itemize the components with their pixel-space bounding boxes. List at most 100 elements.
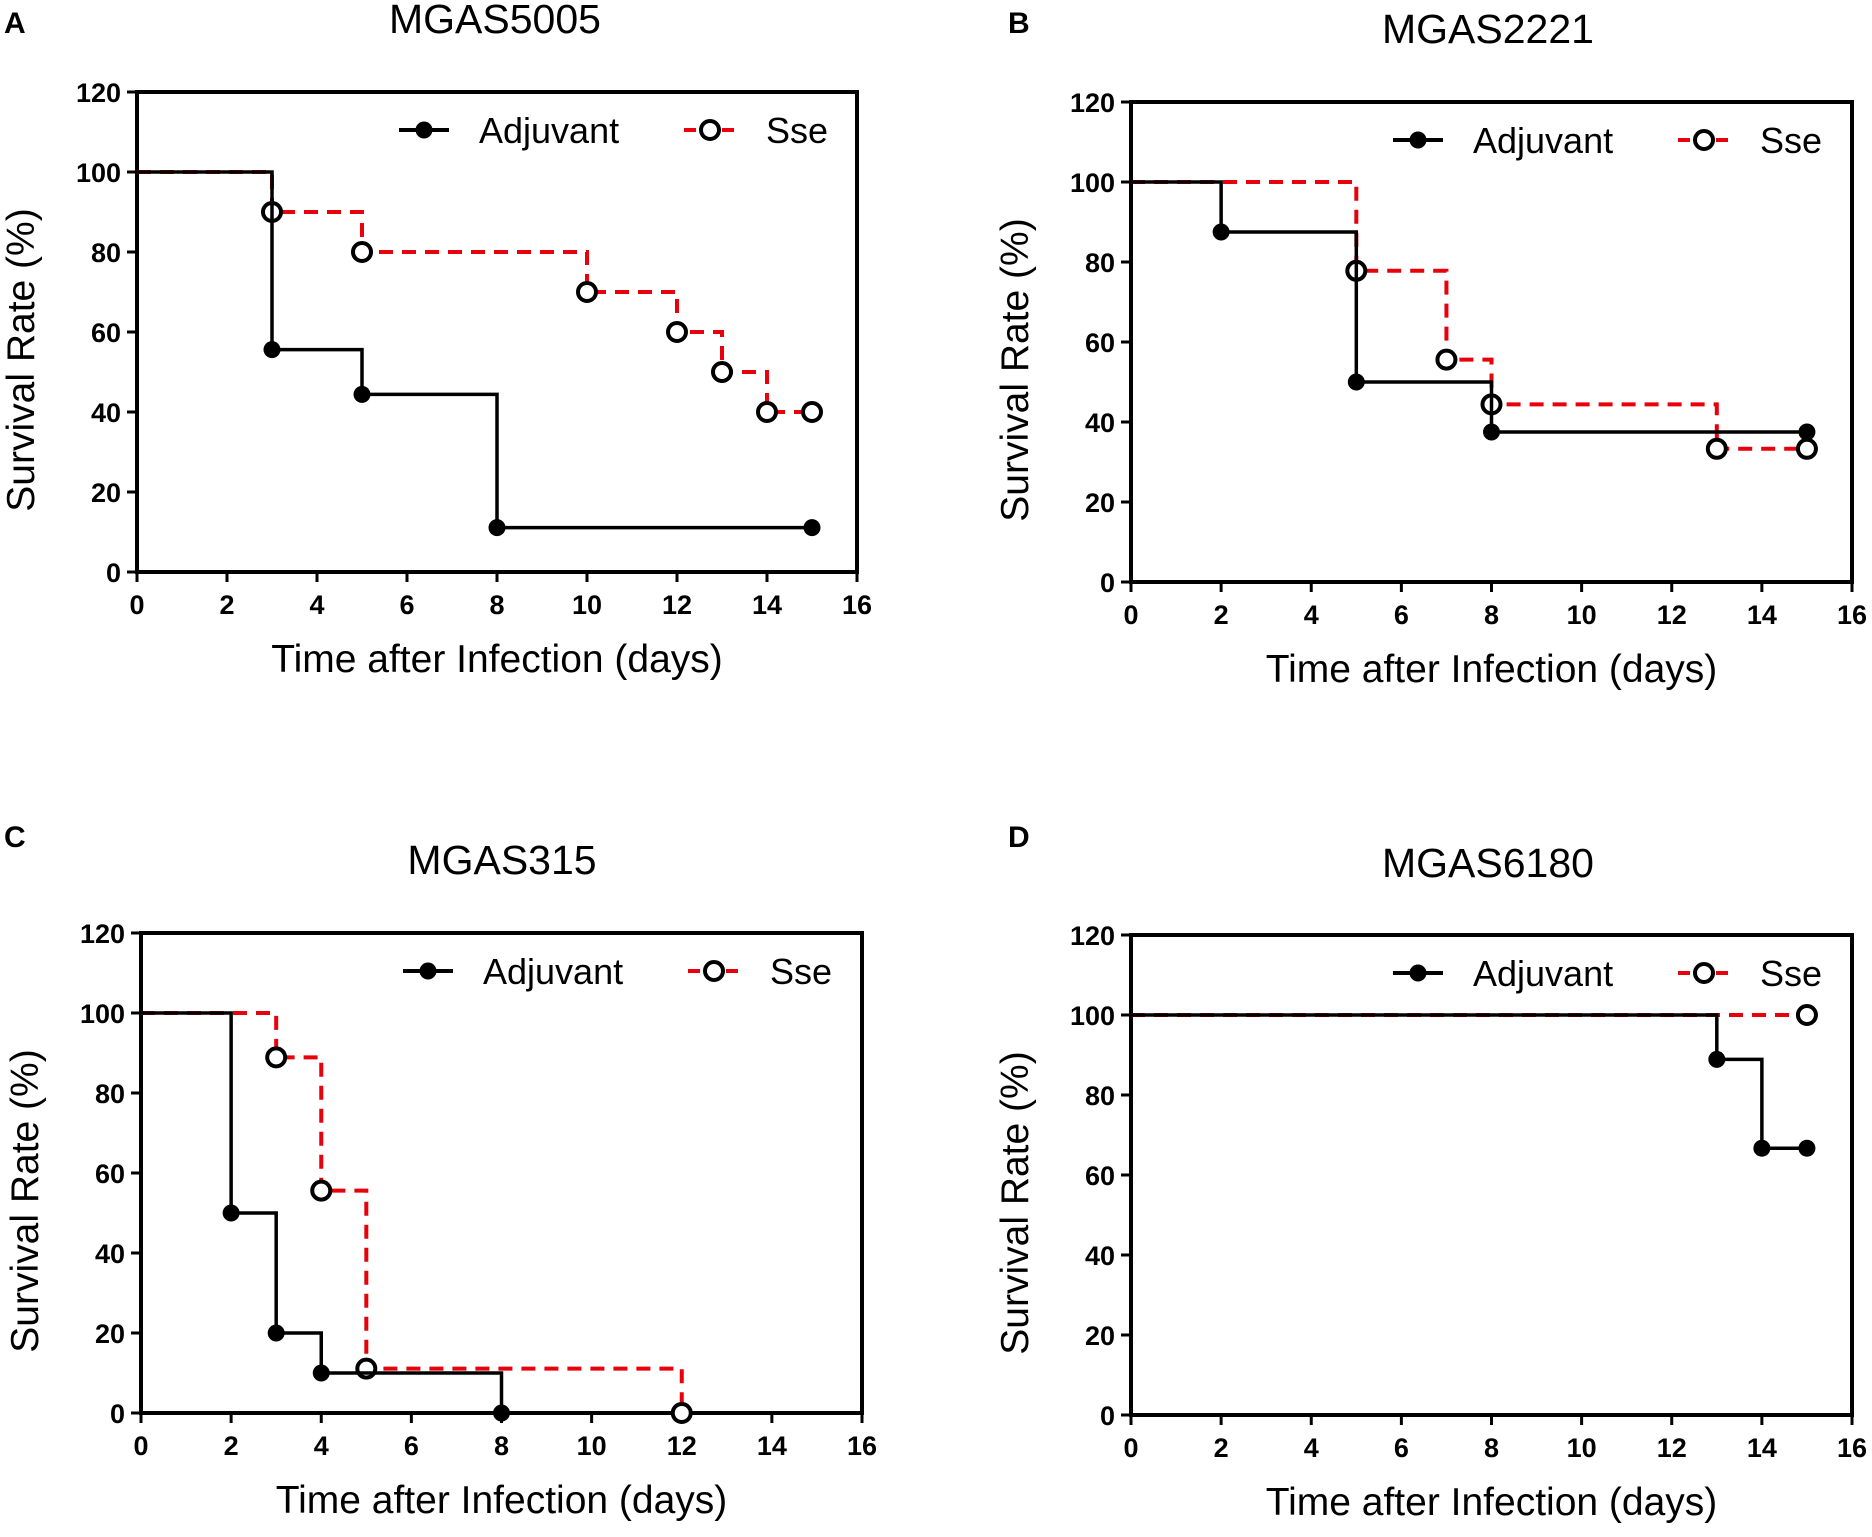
sse-point	[1795, 1004, 1818, 1026]
x-tick-label: 2	[219, 590, 234, 620]
adjuvant-point	[267, 1324, 285, 1342]
y-tick-label: 100	[80, 999, 125, 1029]
x-tick-label: 10	[1567, 600, 1597, 630]
x-tick-label: 12	[667, 1431, 697, 1461]
x-tick-label: 12	[1657, 1433, 1687, 1463]
x-tick-label: 2	[1214, 600, 1229, 630]
legend-sse-marker	[1693, 129, 1715, 151]
y-axis-label: Survival Rate (%)	[0, 208, 43, 511]
y-tick-label: 120	[76, 78, 121, 108]
legend-adjuvant-label: Adjuvant	[483, 951, 623, 992]
x-tick-label: 6	[1394, 1433, 1409, 1463]
adjuvant-line	[137, 170, 812, 530]
legend-sse-marker	[1693, 962, 1715, 984]
adjuvant-point	[493, 1404, 510, 1422]
adjuvant-point	[353, 385, 371, 403]
sse-point	[670, 1402, 693, 1424]
x-axis-label: Time after Infection (days)	[1266, 1481, 1718, 1524]
legend-sse-marker	[699, 119, 721, 141]
x-tick-label: 16	[1837, 1433, 1867, 1463]
legend-sse-marker	[703, 960, 725, 982]
chart-title: MGAS5005	[389, 0, 601, 42]
x-tick-label: 4	[309, 590, 324, 620]
adjuvant-line	[1131, 1013, 1807, 1150]
plot-frame	[139, 931, 864, 1415]
legend: Adjuvant Sse	[1393, 120, 1822, 161]
y-tick-label: 80	[91, 238, 121, 268]
panel-letter: C	[4, 821, 26, 854]
y-tick-label: 0	[106, 558, 121, 588]
x-tick-label: 16	[842, 590, 872, 620]
x-tick-label: 4	[1304, 1433, 1319, 1463]
x-tick-label: 16	[847, 1431, 877, 1461]
legend-sse-label: Sse	[1760, 120, 1822, 161]
sse-point	[355, 1357, 378, 1380]
legend-adjuvant-marker	[1409, 964, 1427, 982]
y-tick-label: 40	[95, 1239, 125, 1269]
y-tick-label: 100	[1070, 168, 1115, 198]
x-axis-label: Time after Infection (days)	[1266, 648, 1718, 691]
sse-point	[1795, 437, 1818, 460]
adjuvant-point	[803, 519, 821, 537]
legend-sse-label: Sse	[1760, 953, 1822, 994]
legend: Adjuvant Sse	[403, 951, 832, 992]
y-tick-label: 20	[1085, 1321, 1115, 1351]
sse-line	[137, 170, 812, 414]
adjuvant-point	[488, 519, 506, 537]
y-tick-label: 120	[1070, 88, 1115, 118]
y-axis-label: Survival Rate (%)	[4, 1049, 47, 1352]
legend-adjuvant-label: Adjuvant	[1473, 953, 1613, 994]
adjuvant-point	[1347, 373, 1365, 391]
x-tick-label: 10	[572, 590, 602, 620]
y-tick-label: 40	[1085, 1241, 1115, 1271]
adjuvant-point	[1483, 423, 1500, 441]
y-tick-label: 20	[1085, 488, 1115, 518]
chart-title: MGAS315	[407, 837, 596, 883]
sse-point	[1435, 348, 1458, 371]
chart-title: MGAS2221	[1382, 6, 1594, 52]
x-tick-label: 10	[577, 1431, 607, 1461]
panel-letter: A	[4, 7, 26, 40]
x-tick-label: 14	[1747, 1433, 1777, 1463]
panel-a: A MGAS5005 0 2 4 6 8 10 12 14 16 0 20 40 60 80 100 120 Tim…	[0, 0, 872, 681]
x-tick-label: 4	[1304, 600, 1319, 630]
adjuvant-point	[1798, 1139, 1816, 1157]
legend-sse-label: Sse	[770, 951, 832, 992]
x-tick-label: 4	[314, 1431, 329, 1461]
y-tick-label: 0	[1100, 568, 1115, 598]
x-tick-label: 12	[662, 590, 692, 620]
y-tick-label: 60	[91, 318, 121, 348]
x-tick-label: 8	[494, 1431, 509, 1461]
y-tick-label: 40	[1085, 408, 1115, 438]
x-tick-label: 8	[489, 590, 504, 620]
x-tick-label: 14	[757, 1431, 787, 1461]
y-tick-label: 40	[91, 398, 121, 428]
panel-b: B MGAS2221 0 2 4 6 8 10 12 14 16 0 20 40 60 80 100 120 Tim…	[994, 6, 1867, 691]
legend-adjuvant-marker	[415, 121, 433, 139]
x-tick-label: 16	[1837, 600, 1867, 630]
legend-adjuvant-marker	[1409, 131, 1427, 149]
sse-point	[576, 281, 598, 303]
sse-point	[756, 401, 778, 423]
x-tick-label: 2	[224, 1431, 239, 1461]
legend-sse-label: Sse	[766, 110, 828, 151]
adjuvant-point	[1798, 423, 1816, 441]
y-tick-label: 120	[80, 919, 125, 949]
x-tick-label: 6	[1394, 600, 1409, 630]
y-axis-label: Survival Rate (%)	[994, 218, 1037, 521]
x-tick-label: 2	[1214, 1433, 1229, 1463]
x-tick-label: 14	[1747, 600, 1777, 630]
adjuvant-point	[1753, 1139, 1771, 1157]
y-tick-label: 80	[1085, 1081, 1115, 1111]
adjuvant-point	[1212, 223, 1230, 241]
sse-line	[1131, 180, 1807, 451]
x-axis-label: Time after Infection (days)	[276, 1479, 728, 1522]
y-tick-label: 0	[1100, 1401, 1115, 1431]
sse-point	[801, 401, 823, 423]
y-tick-label: 120	[1070, 921, 1115, 951]
y-tick-label: 60	[1085, 1161, 1115, 1191]
panel-c: C MGAS315 0 2 4 6 8 10 12 14 16 0 20 40 60 80 100 120 Time…	[4, 821, 877, 1522]
legend: Adjuvant Sse	[1393, 953, 1822, 994]
y-tick-label: 60	[95, 1159, 125, 1189]
